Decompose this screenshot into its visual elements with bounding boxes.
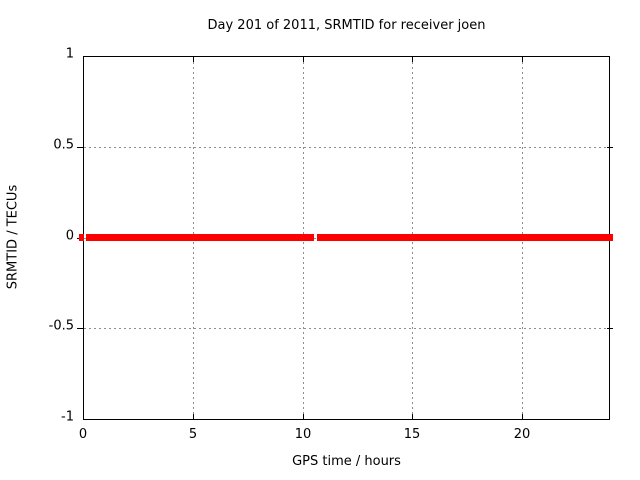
y-tick-label: 1	[65, 46, 74, 62]
x-tick-top	[522, 57, 523, 62]
x-tick-top	[303, 57, 304, 62]
x-tick-bottom	[193, 414, 194, 419]
chart-title: Day 201 of 2011, SRMTID for receiver joe…	[207, 18, 486, 33]
x-tick-top	[193, 57, 194, 62]
x-tick-label: 5	[188, 427, 198, 442]
gridline-y	[84, 147, 609, 148]
y-tick-label: -0.5	[48, 318, 74, 334]
y-tick-right	[607, 328, 613, 329]
x-tick-label: 10	[294, 427, 312, 442]
x-tick-label: 15	[403, 427, 421, 442]
x-tick-bottom	[412, 414, 413, 419]
x-axis-label: GPS time / hours	[292, 454, 401, 469]
y-tick-left	[77, 328, 83, 329]
y-tick-label: 0	[65, 228, 74, 244]
x-tick-label: 0	[78, 427, 88, 442]
data-line-segment	[79, 234, 85, 241]
y-tick-left	[77, 147, 83, 148]
x-tick-top	[412, 57, 413, 62]
y-tick-label: -1	[61, 409, 74, 425]
data-line-segment	[317, 234, 614, 241]
gridline-y	[84, 328, 609, 329]
x-tick-label: 20	[513, 427, 531, 442]
x-tick-bottom	[303, 414, 304, 419]
y-tick-right	[607, 147, 613, 148]
x-tick-bottom	[522, 414, 523, 419]
data-line-segment	[86, 234, 314, 241]
y-tick-label: 0.5	[53, 137, 74, 153]
